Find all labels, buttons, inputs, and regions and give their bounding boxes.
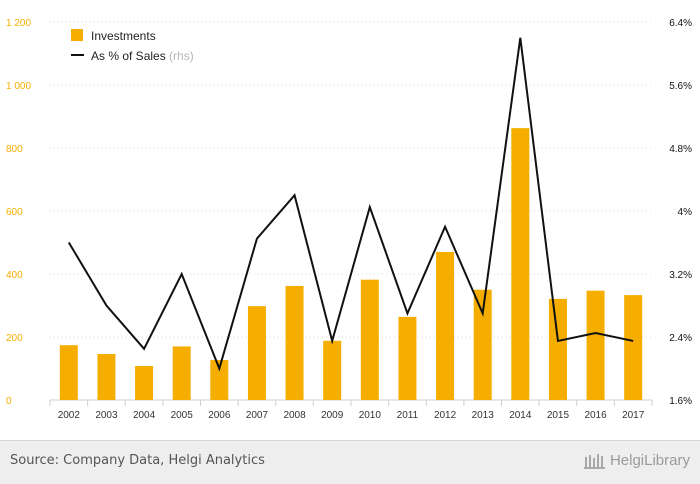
right-tick-label: 4.8%: [669, 144, 692, 155]
investments-bar: [624, 295, 643, 400]
sales-percent-line: [67, 37, 634, 372]
left-tick-label: 800: [6, 144, 23, 155]
x-tick-label: 2005: [171, 410, 194, 421]
investments-bar: [473, 289, 492, 400]
left-tick-label: 200: [6, 333, 23, 344]
brand-logo: HelgiLibrary: [583, 452, 690, 469]
x-tick-label: 2015: [547, 410, 570, 421]
investments-bar: [285, 285, 304, 400]
x-tick-label: 2010: [359, 410, 382, 421]
x-tick-label: 2014: [509, 410, 532, 421]
investments-bar: [210, 359, 229, 400]
right-tick-label: 3.2%: [669, 270, 692, 281]
investments-bar: [511, 128, 530, 400]
right-tick-label: 4%: [678, 207, 693, 218]
left-tick-label: 0: [6, 396, 12, 407]
investments-bar: [135, 365, 154, 400]
x-tick-label: 2006: [208, 410, 231, 421]
x-tick-label: 2008: [283, 410, 306, 421]
right-tick-label: 6.4%: [669, 18, 692, 29]
library-icon: [583, 453, 605, 469]
chart-svg: 0 200 400 600 800 1 000 1 200 1.6% 2.4% 3.2% 4% 4.8…: [6, 18, 693, 421]
legend-label-line-suffix: (rhs): [169, 49, 194, 63]
footer: Source: Company Data, Helgi Analytics He…: [0, 440, 700, 484]
investments-bar: [247, 306, 266, 400]
legend-label-investments: Investments: [91, 29, 156, 43]
investments-bar: [586, 290, 605, 400]
investments-bar: [97, 354, 116, 400]
investments-bar: [548, 298, 567, 400]
right-tick-label: 2.4%: [669, 333, 692, 344]
investments-bar: [172, 346, 191, 400]
x-tick-label: 2017: [622, 410, 645, 421]
legend-label-line: As % of Sales (rhs): [91, 49, 194, 63]
x-tick-label: 2016: [584, 410, 607, 421]
investments-bar: [360, 279, 379, 400]
investments-bar: [398, 316, 417, 400]
x-tick-label: 2002: [58, 410, 81, 421]
legend-label-line-name: As % of Sales: [91, 49, 169, 63]
left-tick-label: 1 200: [6, 18, 31, 29]
x-tick-label: 2004: [133, 410, 156, 421]
source-note: Source: Company Data, Helgi Analytics: [10, 453, 265, 468]
left-tick-label: 1 000: [6, 81, 31, 92]
x-tick-label: 2007: [246, 410, 269, 421]
investments-bar: [59, 345, 78, 400]
x-tick-label: 2013: [472, 410, 495, 421]
legend-swatch-investments: [71, 29, 83, 41]
investments-bar: [323, 340, 342, 400]
left-tick-label: 400: [6, 270, 23, 281]
x-tick-label: 2009: [321, 410, 344, 421]
x-tick-label: 2011: [397, 410, 419, 421]
x-tick-label: 2012: [434, 410, 457, 421]
brand-name: HelgiLibrary: [609, 452, 690, 469]
right-tick-label: 5.6%: [669, 81, 692, 92]
x-tick-label: 2003: [95, 410, 118, 421]
left-tick-label: 600: [6, 207, 23, 218]
investments-bar: [436, 251, 455, 400]
right-tick-label: 1.6%: [669, 396, 692, 407]
